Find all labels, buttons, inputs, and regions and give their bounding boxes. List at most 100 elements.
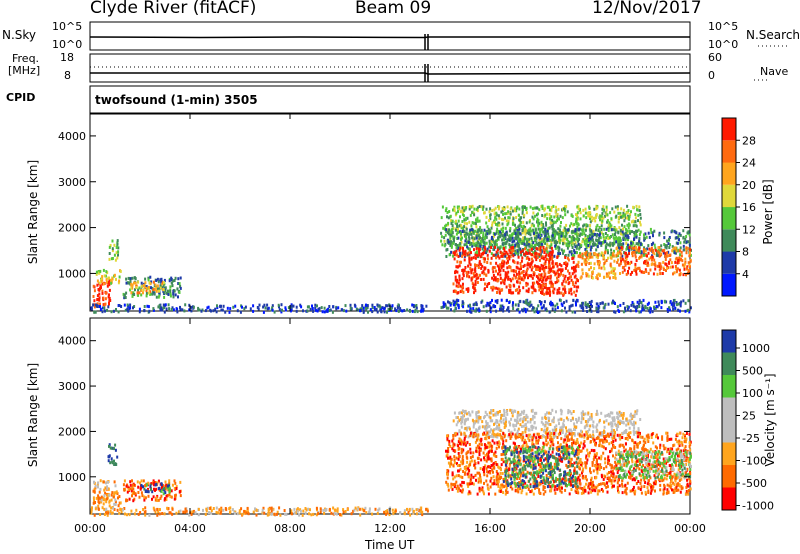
power-cell [501, 278, 504, 282]
velocity-cell [460, 442, 463, 446]
velocity-cell [456, 416, 459, 419]
velocity-cell [293, 507, 296, 511]
power-cell [326, 308, 329, 312]
power-cell [314, 308, 317, 312]
power-cell [590, 245, 593, 249]
power-cell [613, 210, 616, 214]
velocity-cell [105, 481, 107, 485]
power-cell [365, 307, 368, 311]
power-cell [595, 302, 598, 306]
velocity-cell [531, 409, 534, 413]
power-cell [366, 304, 369, 308]
velocity-cell [160, 482, 163, 486]
velocity-cell [168, 511, 171, 515]
power-cell [574, 245, 577, 249]
power-cell [478, 309, 481, 312]
nsky-trace [89, 36, 690, 39]
freq-tick-top: 18 [60, 51, 74, 64]
power-cell [542, 304, 545, 308]
velocity-cell [153, 487, 155, 491]
velocity-cell [163, 486, 166, 490]
velocity-cell [127, 488, 130, 492]
power-cell [664, 252, 667, 256]
power-cell [500, 210, 503, 214]
velocity-cell [171, 483, 174, 487]
power-cell [561, 282, 564, 286]
power-cell [463, 252, 466, 255]
power-cell [509, 236, 512, 240]
power-cell [489, 213, 492, 217]
power-cell [511, 277, 514, 281]
power-cell [548, 289, 551, 293]
power-cell [572, 230, 575, 234]
power-cell [520, 267, 522, 270]
power-cell [526, 229, 529, 233]
velocity-cell [255, 508, 258, 512]
velocity-cell [108, 511, 111, 515]
power-cell [519, 247, 522, 251]
power-cell [177, 282, 180, 285]
power-cell [504, 254, 507, 258]
power-cell [589, 211, 592, 215]
power-cell [495, 309, 498, 313]
power-cell [620, 252, 623, 256]
power-cell [517, 303, 520, 307]
velocity-cell [296, 507, 299, 511]
power-cell [630, 260, 633, 264]
power-cell [131, 293, 134, 297]
velocity-cell [108, 493, 111, 497]
power-cell [486, 225, 489, 229]
power-cell [504, 216, 506, 220]
power-cell [665, 262, 668, 266]
power-cell [552, 236, 555, 240]
power-cell [177, 295, 179, 299]
power-cell [390, 308, 393, 312]
power-cell [610, 256, 613, 260]
power-cell [155, 295, 158, 299]
power-cell [442, 301, 445, 305]
power-cell [109, 244, 112, 247]
power-cell [474, 256, 477, 260]
velocity-cell [184, 510, 187, 514]
velocity-cell [97, 498, 100, 502]
power-cell [466, 252, 469, 256]
velocity-cell [510, 417, 513, 421]
power-cell [683, 262, 686, 266]
power-cell [483, 246, 486, 250]
velocity-cell [505, 410, 508, 413]
power-cell [687, 261, 690, 265]
power-cell [595, 225, 598, 229]
power-cell [490, 226, 493, 230]
power-cell [349, 303, 352, 307]
velocity-cell [154, 510, 157, 514]
power-cell [632, 302, 635, 306]
power-cell [609, 224, 612, 228]
velocity-cell [363, 509, 366, 513]
power-cell [470, 271, 473, 275]
power-cell [502, 226, 505, 230]
power-cell [507, 306, 509, 310]
velocity-cell [591, 463, 594, 467]
velocity-cell [485, 422, 488, 426]
velocity-cell [498, 423, 501, 427]
power-cell [472, 285, 475, 289]
power-cell [576, 217, 579, 221]
velocity-cell [197, 513, 200, 517]
power-cell [316, 304, 318, 308]
power-cell [495, 278, 497, 282]
power-cell [619, 211, 622, 215]
velocity-cell [152, 495, 155, 499]
velocity-cell [140, 491, 143, 495]
power-cell [506, 308, 508, 312]
power-cell [579, 255, 582, 259]
power-cell [498, 247, 501, 251]
power-cell [579, 227, 582, 231]
power-cell [499, 250, 502, 254]
velocity-cell [452, 464, 455, 468]
power-cell [668, 260, 670, 264]
velocity-cell [271, 512, 274, 516]
power-cell [565, 310, 568, 314]
power-cell [107, 305, 110, 309]
power-cell [621, 215, 624, 218]
power-cell [612, 228, 615, 232]
